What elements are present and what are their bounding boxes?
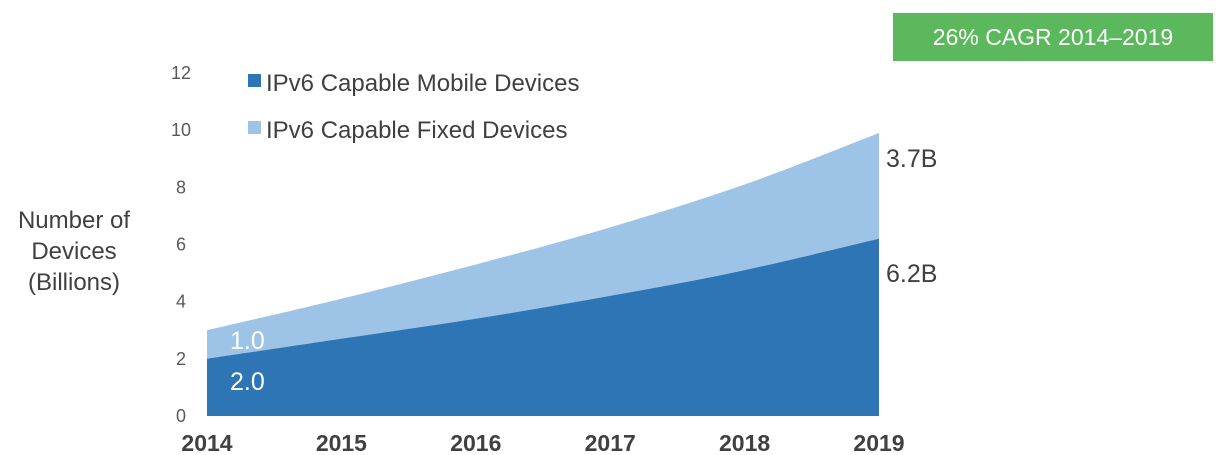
x-tick-label: 2018 bbox=[719, 430, 770, 455]
y-axis-label-line-2: Devices bbox=[31, 238, 116, 265]
y-axis-ticks: 0 2 4 6 8 10 12 bbox=[171, 63, 191, 426]
x-tick-label: 2014 bbox=[181, 430, 232, 455]
x-tick-label: 2017 bbox=[585, 430, 636, 455]
y-tick-label: 0 bbox=[176, 406, 186, 426]
y-axis-label-line-3: (Billions) bbox=[28, 269, 120, 296]
x-axis-ticks: 2014 2015 2016 2017 2018 2019 bbox=[181, 430, 904, 455]
cagr-badge-text: 26% CAGR 2014–2019 bbox=[933, 24, 1173, 50]
y-tick-label: 2 bbox=[176, 349, 186, 369]
legend-swatch-mobile bbox=[248, 74, 261, 87]
y-tick-label: 12 bbox=[171, 63, 191, 83]
data-label-mobile-2019: 6.2B bbox=[886, 260, 937, 288]
y-tick-label: 10 bbox=[171, 120, 191, 140]
legend-label-fixed: IPv6 Capable Fixed Devices bbox=[266, 117, 567, 144]
y-axis-label-line-1: Number of bbox=[18, 207, 130, 234]
y-tick-label: 8 bbox=[176, 177, 186, 197]
y-tick-label: 6 bbox=[176, 235, 186, 255]
cagr-badge: 26% CAGR 2014–2019 bbox=[893, 13, 1213, 61]
x-tick-label: 2019 bbox=[853, 430, 904, 455]
x-tick-label: 2015 bbox=[316, 430, 367, 455]
data-label-mobile-2014: 2.0 bbox=[230, 368, 265, 396]
area-mobile-devices bbox=[207, 238, 879, 416]
x-tick-label: 2016 bbox=[450, 430, 501, 455]
legend-label-mobile: IPv6 Capable Mobile Devices bbox=[266, 70, 580, 97]
y-axis-label: Number of Devices (Billions) bbox=[18, 207, 130, 296]
legend: IPv6 Capable Mobile Devices IPv6 Capable… bbox=[248, 70, 580, 144]
cagr-badge-background bbox=[893, 13, 1213, 61]
data-label-fixed-2019: 3.7B bbox=[886, 145, 937, 173]
legend-swatch-fixed bbox=[248, 121, 261, 134]
y-tick-label: 4 bbox=[176, 292, 186, 312]
data-label-fixed-2014: 1.0 bbox=[230, 327, 265, 355]
